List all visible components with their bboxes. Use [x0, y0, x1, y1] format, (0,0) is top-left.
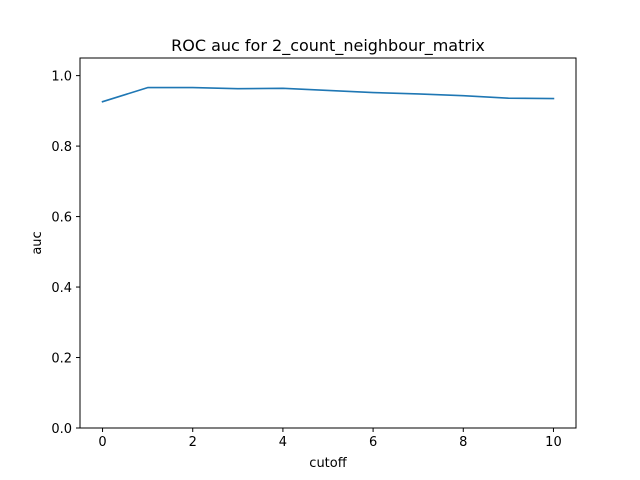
- x-axis-label: cutoff: [309, 456, 347, 471]
- y-tick-label: 0.8: [51, 140, 72, 155]
- y-tick-label: 0.6: [51, 211, 72, 226]
- x-tick-label: 10: [545, 435, 562, 450]
- series-layer: [101, 86, 555, 103]
- series-line: [101, 86, 555, 103]
- x-tick-label: 6: [369, 435, 377, 450]
- plot-frame: [79, 57, 577, 429]
- y-tick-label: 1.0: [51, 70, 72, 85]
- y-axis: 0.0 0.2 0.4 0.6 0.8 1.0: [51, 70, 80, 437]
- chart-title: ROC auc for 2_count_neighbour_matrix: [171, 36, 485, 56]
- x-tick-label: 2: [189, 435, 197, 450]
- x-axis: 0 2 4 6 8 10: [98, 428, 562, 450]
- y-tick-label: 0.2: [51, 352, 72, 367]
- y-tick-label: 0.0: [51, 422, 72, 437]
- x-tick-label: 8: [459, 435, 467, 450]
- y-axis-label: auc: [30, 231, 45, 254]
- x-tick-label: 4: [279, 435, 287, 450]
- y-tick-label: 0.4: [51, 281, 72, 296]
- x-tick-label: 0: [98, 435, 106, 450]
